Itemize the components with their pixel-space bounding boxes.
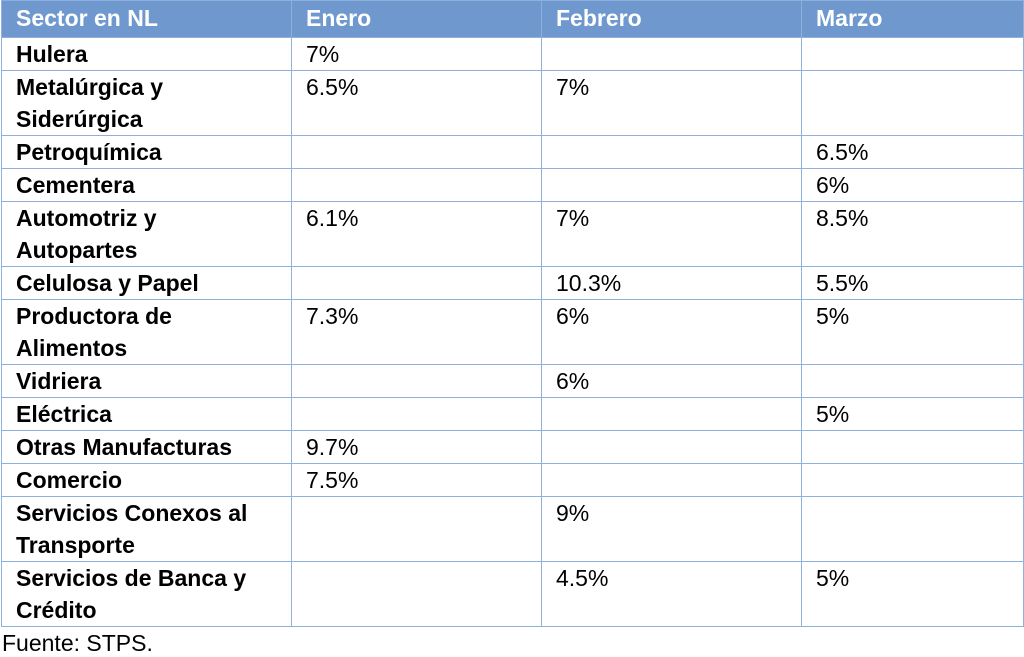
value-cell: 6.5% (801, 135, 1024, 169)
footnote: Fuente: STPS. (2, 630, 153, 656)
sector-cell: Comercio (1, 463, 292, 497)
value-cell: 4.5% (541, 561, 802, 627)
header-cell: Sector en NL (1, 0, 292, 38)
table-row: Metalúrgica y Siderúrgica 6.5% 7% (1, 70, 1024, 136)
value-cell (801, 463, 1024, 497)
table-row: Vidriera 6% (1, 364, 1024, 398)
sector-cell: Celulosa y Papel (1, 266, 292, 300)
value-cell (291, 266, 542, 300)
table-row: Petroquímica 6.5% (1, 135, 1024, 169)
value-cell (801, 364, 1024, 398)
table-row: Otras Manufacturas 9.7% (1, 430, 1024, 464)
sector-cell: Productora de Alimentos (1, 299, 292, 365)
value-cell: 5% (801, 561, 1024, 627)
value-cell: 10.3% (541, 266, 802, 300)
table-row: Servicios Conexos al Transporte 9% (1, 496, 1024, 562)
value-cell (801, 496, 1024, 562)
value-cell (801, 430, 1024, 464)
value-cell (291, 397, 542, 431)
header-cell: Febrero (541, 0, 802, 38)
sector-cell: Servicios Conexos al Transporte (1, 496, 292, 562)
value-cell (801, 70, 1024, 136)
table-row: Servicios de Banca y Crédito 4.5% 5% (1, 561, 1024, 627)
header-row: Sector en NL Enero Febrero Marzo (1, 0, 1024, 38)
value-cell: 6.1% (291, 201, 542, 267)
value-cell (801, 37, 1024, 71)
data-table: Sector en NL Enero Febrero Marzo Hulera 7% Me… (1, 0, 1024, 627)
sector-cell: Metalúrgica y Siderúrgica (1, 70, 292, 136)
table-row: Hulera 7% (1, 37, 1024, 71)
table-row: Productora de Alimentos 7.3% 6% 5% (1, 299, 1024, 365)
value-cell: 9.7% (291, 430, 542, 464)
value-cell (291, 168, 542, 202)
value-cell: 7% (291, 37, 542, 71)
value-cell (541, 37, 802, 71)
value-cell (291, 496, 542, 562)
sector-cell: Petroquímica (1, 135, 292, 169)
value-cell (541, 397, 802, 431)
sector-cell: Vidriera (1, 364, 292, 398)
value-cell: 6% (801, 168, 1024, 202)
value-cell (541, 135, 802, 169)
value-cell: 5% (801, 299, 1024, 365)
value-cell: 7.3% (291, 299, 542, 365)
value-cell (541, 463, 802, 497)
sector-cell: Hulera (1, 37, 292, 71)
value-cell: 7% (541, 70, 802, 136)
value-cell: 8.5% (801, 201, 1024, 267)
value-cell (291, 135, 542, 169)
value-cell: 6% (541, 299, 802, 365)
header-cell: Marzo (801, 0, 1024, 38)
value-cell: 9% (541, 496, 802, 562)
value-cell: 5% (801, 397, 1024, 431)
value-cell: 7.5% (291, 463, 542, 497)
value-cell: 5.5% (801, 266, 1024, 300)
table-row: Celulosa y Papel 10.3% 5.5% (1, 266, 1024, 300)
sector-cell: Otras Manufacturas (1, 430, 292, 464)
value-cell (291, 561, 542, 627)
value-cell: 6% (541, 364, 802, 398)
sector-cell: Eléctrica (1, 397, 292, 431)
value-cell: 7% (541, 201, 802, 267)
header-cell: Enero (291, 0, 542, 38)
table-row: Eléctrica 5% (1, 397, 1024, 431)
table-row: Comercio 7.5% (1, 463, 1024, 497)
table-row: Cementera 6% (1, 168, 1024, 202)
value-cell: 6.5% (291, 70, 542, 136)
value-cell (541, 168, 802, 202)
sector-cell: Cementera (1, 168, 292, 202)
value-cell (291, 364, 542, 398)
sector-cell: Automotriz y Autopartes (1, 201, 292, 267)
table-row: Automotriz y Autopartes 6.1% 7% 8.5% (1, 201, 1024, 267)
value-cell (541, 430, 802, 464)
sector-cell: Servicios de Banca y Crédito (1, 561, 292, 627)
